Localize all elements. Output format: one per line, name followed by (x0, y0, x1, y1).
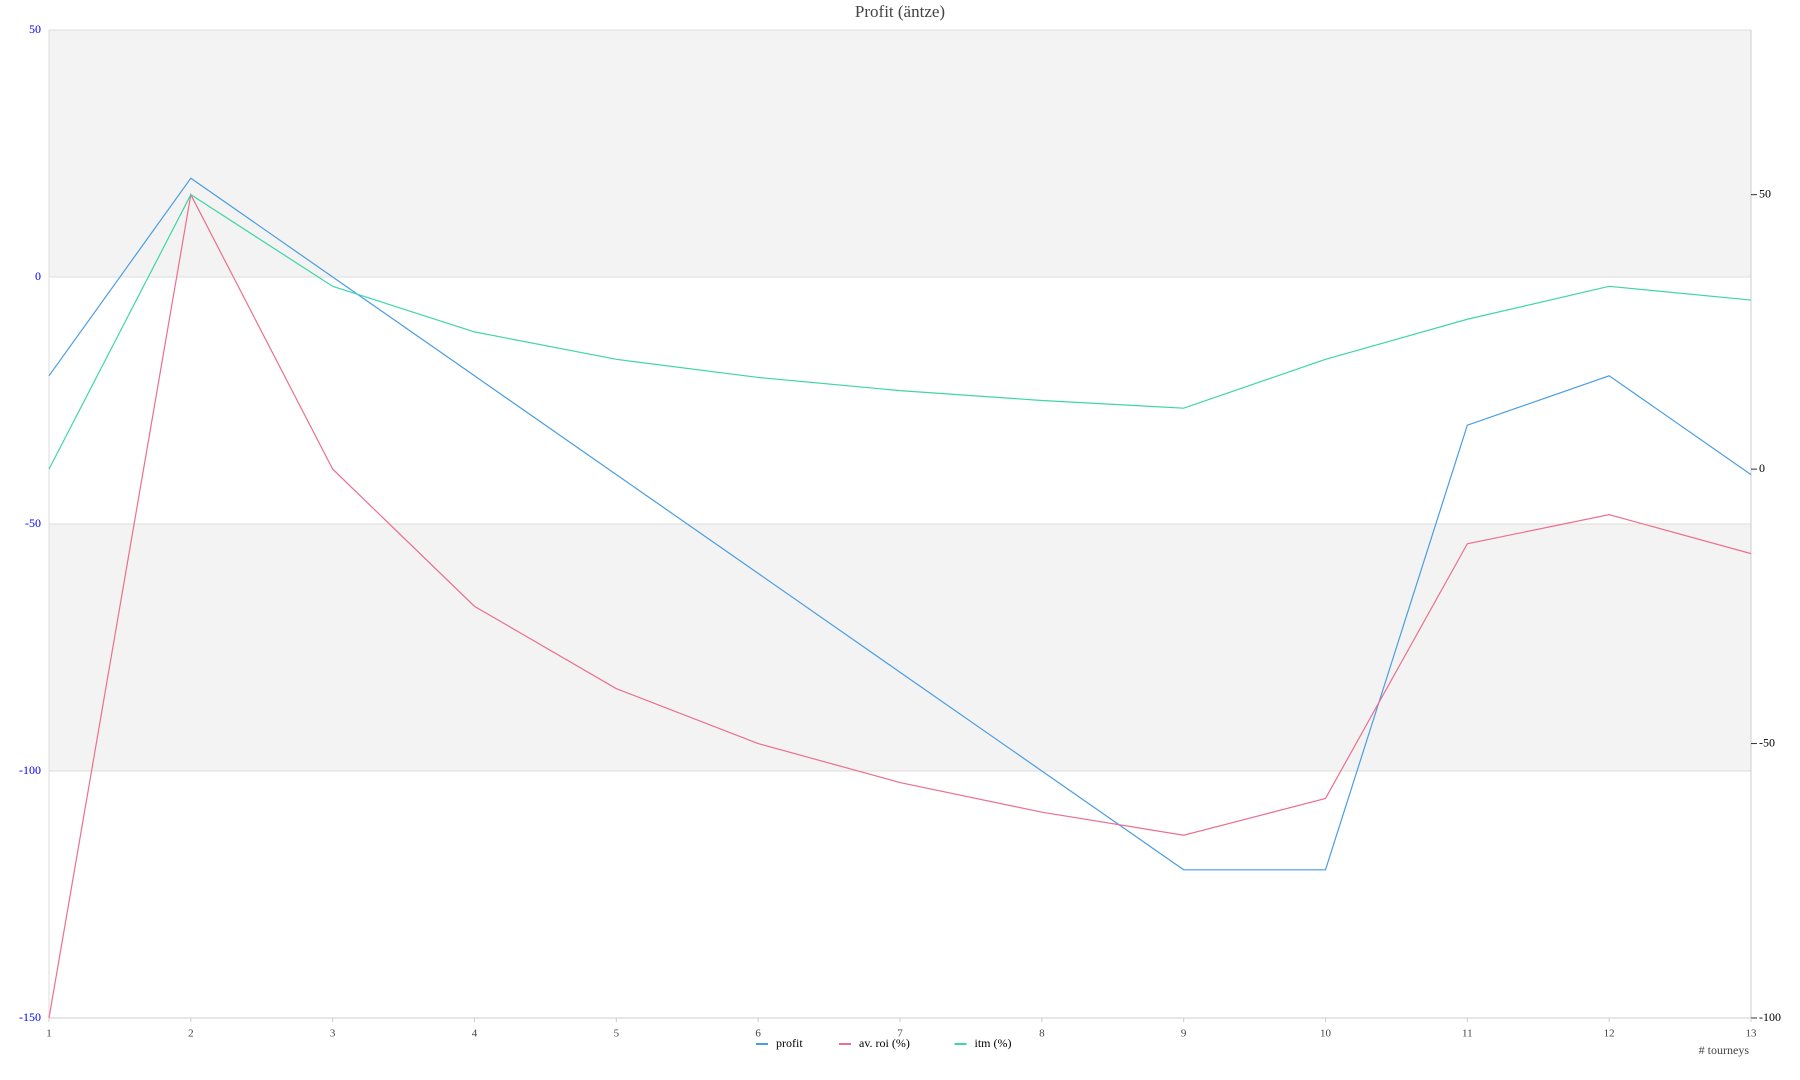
x-tick-label: 9 (1181, 1028, 1187, 1040)
x-tick-label: 10 (1320, 1028, 1332, 1040)
x-tick-label: 1 (46, 1028, 52, 1040)
y2-tick-label: 50 (1759, 186, 1771, 200)
series-line (48, 193, 1752, 470)
x-tick-label: 2 (188, 1028, 194, 1040)
x-tick-label: 6 (755, 1028, 761, 1040)
grid-band (49, 524, 1751, 771)
legend-label: av. roi (%) (859, 1036, 910, 1050)
series-line (48, 177, 1752, 871)
x-tick-label: 5 (614, 1028, 620, 1040)
y2-tick-label: -100 (1759, 1010, 1781, 1024)
legend-label: profit (776, 1036, 803, 1050)
y-tick-label: -50 (25, 516, 41, 530)
y-tick-label: -150 (19, 1010, 41, 1024)
grid-band (49, 30, 1751, 277)
x-axis-label: # tourneys (1699, 1043, 1750, 1057)
x-tick-label: 8 (1039, 1028, 1045, 1040)
chart-title: Profit (äntze) (855, 2, 945, 21)
x-tick-label: 4 (472, 1028, 478, 1040)
x-tick-label: 11 (1462, 1028, 1473, 1040)
y2-tick-label: 0 (1759, 461, 1765, 475)
x-tick-label: 7 (897, 1028, 903, 1040)
series-line (48, 192, 1752, 1019)
x-tick-label: 12 (1604, 1028, 1615, 1040)
y2-tick-label: -50 (1759, 735, 1775, 749)
y-tick-label: -100 (19, 763, 41, 777)
y-tick-label: 0 (35, 269, 41, 283)
x-tick-label: 3 (330, 1028, 336, 1040)
x-tick-label: 13 (1746, 1028, 1758, 1040)
legend-label: itm (%) (975, 1036, 1012, 1050)
y-tick-label: 50 (29, 22, 41, 36)
